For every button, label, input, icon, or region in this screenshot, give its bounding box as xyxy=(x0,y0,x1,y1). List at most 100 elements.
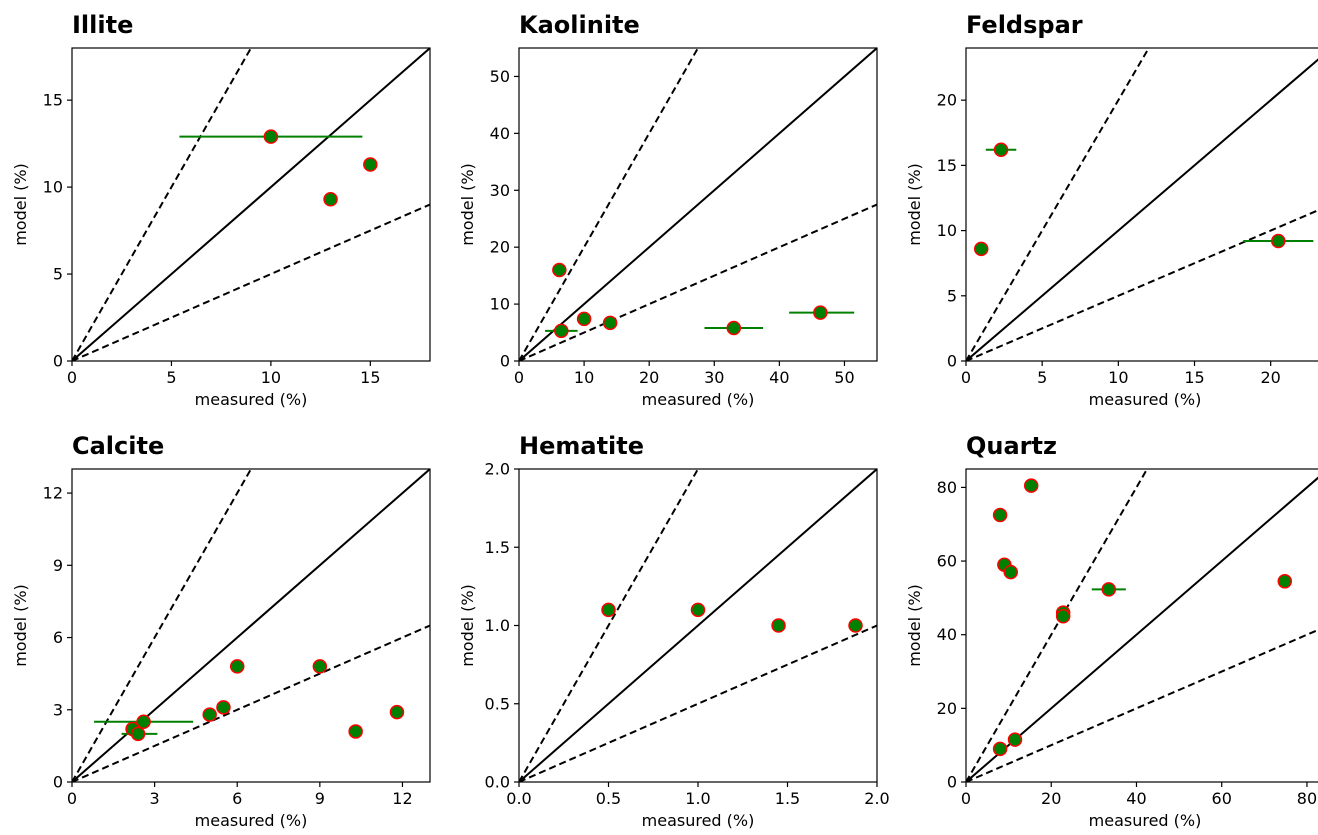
chart-illite-point-2 xyxy=(363,157,378,172)
chart-kaolinite-point-3 xyxy=(602,315,618,331)
chart-quartz-ref-line-slope-1 xyxy=(966,476,1318,782)
chart-hematite-xlabel: measured (%) xyxy=(642,811,755,830)
chart-feldspar-xtick-label: 5 xyxy=(1037,368,1047,387)
chart-quartz-point-9 xyxy=(1277,574,1293,589)
chart-feldspar-point-2 xyxy=(1271,233,1286,249)
chart-feldspar-point-0 xyxy=(973,241,989,257)
chart-calcite-ytick-label: 6 xyxy=(53,628,63,647)
chart-feldspar-frame xyxy=(965,47,1318,362)
chart-feldspar-ytick-label: 20 xyxy=(937,91,957,110)
chart-quartz-ytick-label: 20 xyxy=(937,699,957,718)
chart-illite-ref-line-slope-0-5 xyxy=(72,203,430,361)
chart-calcite-point-0 xyxy=(136,714,151,730)
chart-calcite: 0 3 6 9 12 0 3 6 9 12 Calcite measured (%) model (%) xyxy=(11,432,431,830)
chart-feldspar-xtick-label: 20 xyxy=(1261,368,1281,387)
chart-illite-ytick-label: 0 xyxy=(53,352,63,371)
chart-feldspar-xtick-label: 15 xyxy=(1184,368,1204,387)
chart-illite-ylabel: model (%) xyxy=(11,163,30,246)
chart-quartz-point-4 xyxy=(1003,564,1018,580)
chart-quartz-xtick-label: 80 xyxy=(1297,789,1317,808)
chart-feldspar-ref-line-slope-2 xyxy=(966,48,1150,361)
chart-illite-ytick-label: 15 xyxy=(43,91,63,110)
chart-kaolinite-xlabel: measured (%) xyxy=(642,390,755,409)
chart-quartz-point-5 xyxy=(1023,478,1039,493)
chart-kaolinite-ytick-label: 10 xyxy=(490,295,510,314)
chart-calcite-ylabel: model (%) xyxy=(11,584,30,667)
chart-illite-ref-line-slope-2 xyxy=(72,48,252,361)
chart-illite-frame xyxy=(71,47,431,362)
chart-quartz: 0 20 40 60 80 0 20 40 60 80 Quartz measured (%) mode… xyxy=(905,432,1318,830)
chart-hematite-xtick-label: 1.5 xyxy=(775,789,800,808)
chart-quartz-ylabel: model (%) xyxy=(905,584,924,667)
chart-calcite-point-4 xyxy=(216,700,231,715)
chart-calcite-title: Calcite xyxy=(72,432,164,460)
chart-calcite-ytick-label: 3 xyxy=(53,700,63,719)
chart-quartz-ref-line-slope-2 xyxy=(966,469,1148,782)
chart-calcite-ref-line-slope-2 xyxy=(72,469,252,782)
chart-calcite-ytick-label: 12 xyxy=(43,484,63,503)
chart-illite-xtick-label: 5 xyxy=(166,368,176,387)
chart-kaolinite-point-2 xyxy=(576,311,592,327)
chart-calcite-xtick-label: 6 xyxy=(232,789,242,808)
chart-quartz-xlabel: measured (%) xyxy=(1089,811,1202,830)
chart-illite-xtick-label: 10 xyxy=(261,368,281,387)
chart-feldspar-xtick-label: 10 xyxy=(1108,368,1128,387)
chart-feldspar-ref-line-slope-0-5 xyxy=(966,209,1318,361)
chart-illite-xtick-label: 0 xyxy=(67,368,77,387)
chart-hematite-point-0 xyxy=(601,602,616,618)
chart-quartz-ytick-label: 60 xyxy=(937,552,957,571)
chart-calcite-ytick-label: 0 xyxy=(53,773,63,792)
chart-illite-xlabel: measured (%) xyxy=(195,390,308,409)
chart-quartz-point-7 xyxy=(1055,609,1071,624)
chart-kaolinite-ytick-label: 0 xyxy=(500,352,510,371)
chart-kaolinite-ytick-label: 40 xyxy=(490,124,510,143)
chart-hematite-xtick-label: 0.5 xyxy=(596,789,621,808)
chart-quartz-xtick-label: 20 xyxy=(1041,789,1061,808)
chart-feldspar-ytick-label: 0 xyxy=(947,352,957,371)
chart-calcite-point-6 xyxy=(312,659,328,674)
chart-quartz-ref-line-slope-0-5 xyxy=(966,628,1318,782)
chart-calcite-ref-line-slope-0-5 xyxy=(72,624,430,782)
chart-calcite-xtick-label: 0 xyxy=(67,789,77,808)
chart-hematite-ref-line-slope-2 xyxy=(519,469,699,782)
chart-illite-point-1 xyxy=(323,192,338,207)
chart-kaolinite-xtick-label: 40 xyxy=(769,368,789,387)
chart-feldspar-point-1 xyxy=(993,142,1009,157)
chart-calcite-point-7 xyxy=(348,724,363,739)
chart-kaolinite-frame xyxy=(518,47,878,362)
chart-hematite-xtick-label: 1.0 xyxy=(685,789,710,808)
chart-hematite-ref-line-slope-1 xyxy=(519,469,877,782)
chart-quartz-xtick-label: 40 xyxy=(1126,789,1146,808)
chart-hematite-point-3 xyxy=(848,618,863,633)
chart-quartz-xtick-label: 60 xyxy=(1212,789,1232,808)
chart-kaolinite-ref-line-slope-1 xyxy=(519,48,877,361)
chart-calcite-ref-line-slope-1 xyxy=(72,469,430,782)
chart-feldspar-title: Feldspar xyxy=(966,11,1083,39)
chart-illite-title: Illite xyxy=(72,11,133,39)
chart-kaolinite-ylabel: model (%) xyxy=(458,163,477,246)
chart-feldspar-ytick-label: 10 xyxy=(937,221,957,240)
chart-illite-ytick-label: 10 xyxy=(43,178,63,197)
chart-kaolinite-xtick-label: 10 xyxy=(574,368,594,387)
chart-quartz-ytick-label: 0 xyxy=(947,773,957,792)
chart-hematite-ytick-label: 2.0 xyxy=(485,460,510,479)
chart-calcite-point-5 xyxy=(229,659,245,674)
chart-quartz-ytick-label: 40 xyxy=(937,625,957,644)
chart-hematite-point-2 xyxy=(771,618,786,633)
chart-hematite-ytick-label: 0.5 xyxy=(485,694,510,713)
chart-kaolinite-plot-area xyxy=(519,48,877,361)
chart-kaolinite-xtick-label: 50 xyxy=(834,368,854,387)
chart-quartz-ytick-label: 80 xyxy=(937,478,957,497)
chart-kaolinite-ytick-label: 20 xyxy=(490,238,510,257)
chart-quartz-xtick-label: 0 xyxy=(961,789,971,808)
chart-calcite-xtick-label: 12 xyxy=(392,789,412,808)
chart-illite-point-0 xyxy=(263,129,279,144)
chart-feldspar-plot-area xyxy=(966,48,1318,361)
chart-kaolinite: 0 10 20 30 40 50 0 10 20 30 40 50 Kaolinite measured … xyxy=(458,11,878,409)
chart-kaolinite-point-1 xyxy=(554,323,569,339)
chart-hematite-ytick-label: 1.5 xyxy=(485,538,510,557)
chart-kaolinite-ytick-label: 50 xyxy=(490,67,510,86)
chart-calcite-frame xyxy=(71,468,431,783)
chart-hematite: 0.0 0.5 1.0 1.5 2.0 0.0 0.5 1.0 1.5 2.0 Hematite me… xyxy=(458,432,890,830)
chart-feldspar: 0 5 10 15 20 0 5 10 15 20 Feldspar measured (%) mode… xyxy=(905,11,1318,409)
